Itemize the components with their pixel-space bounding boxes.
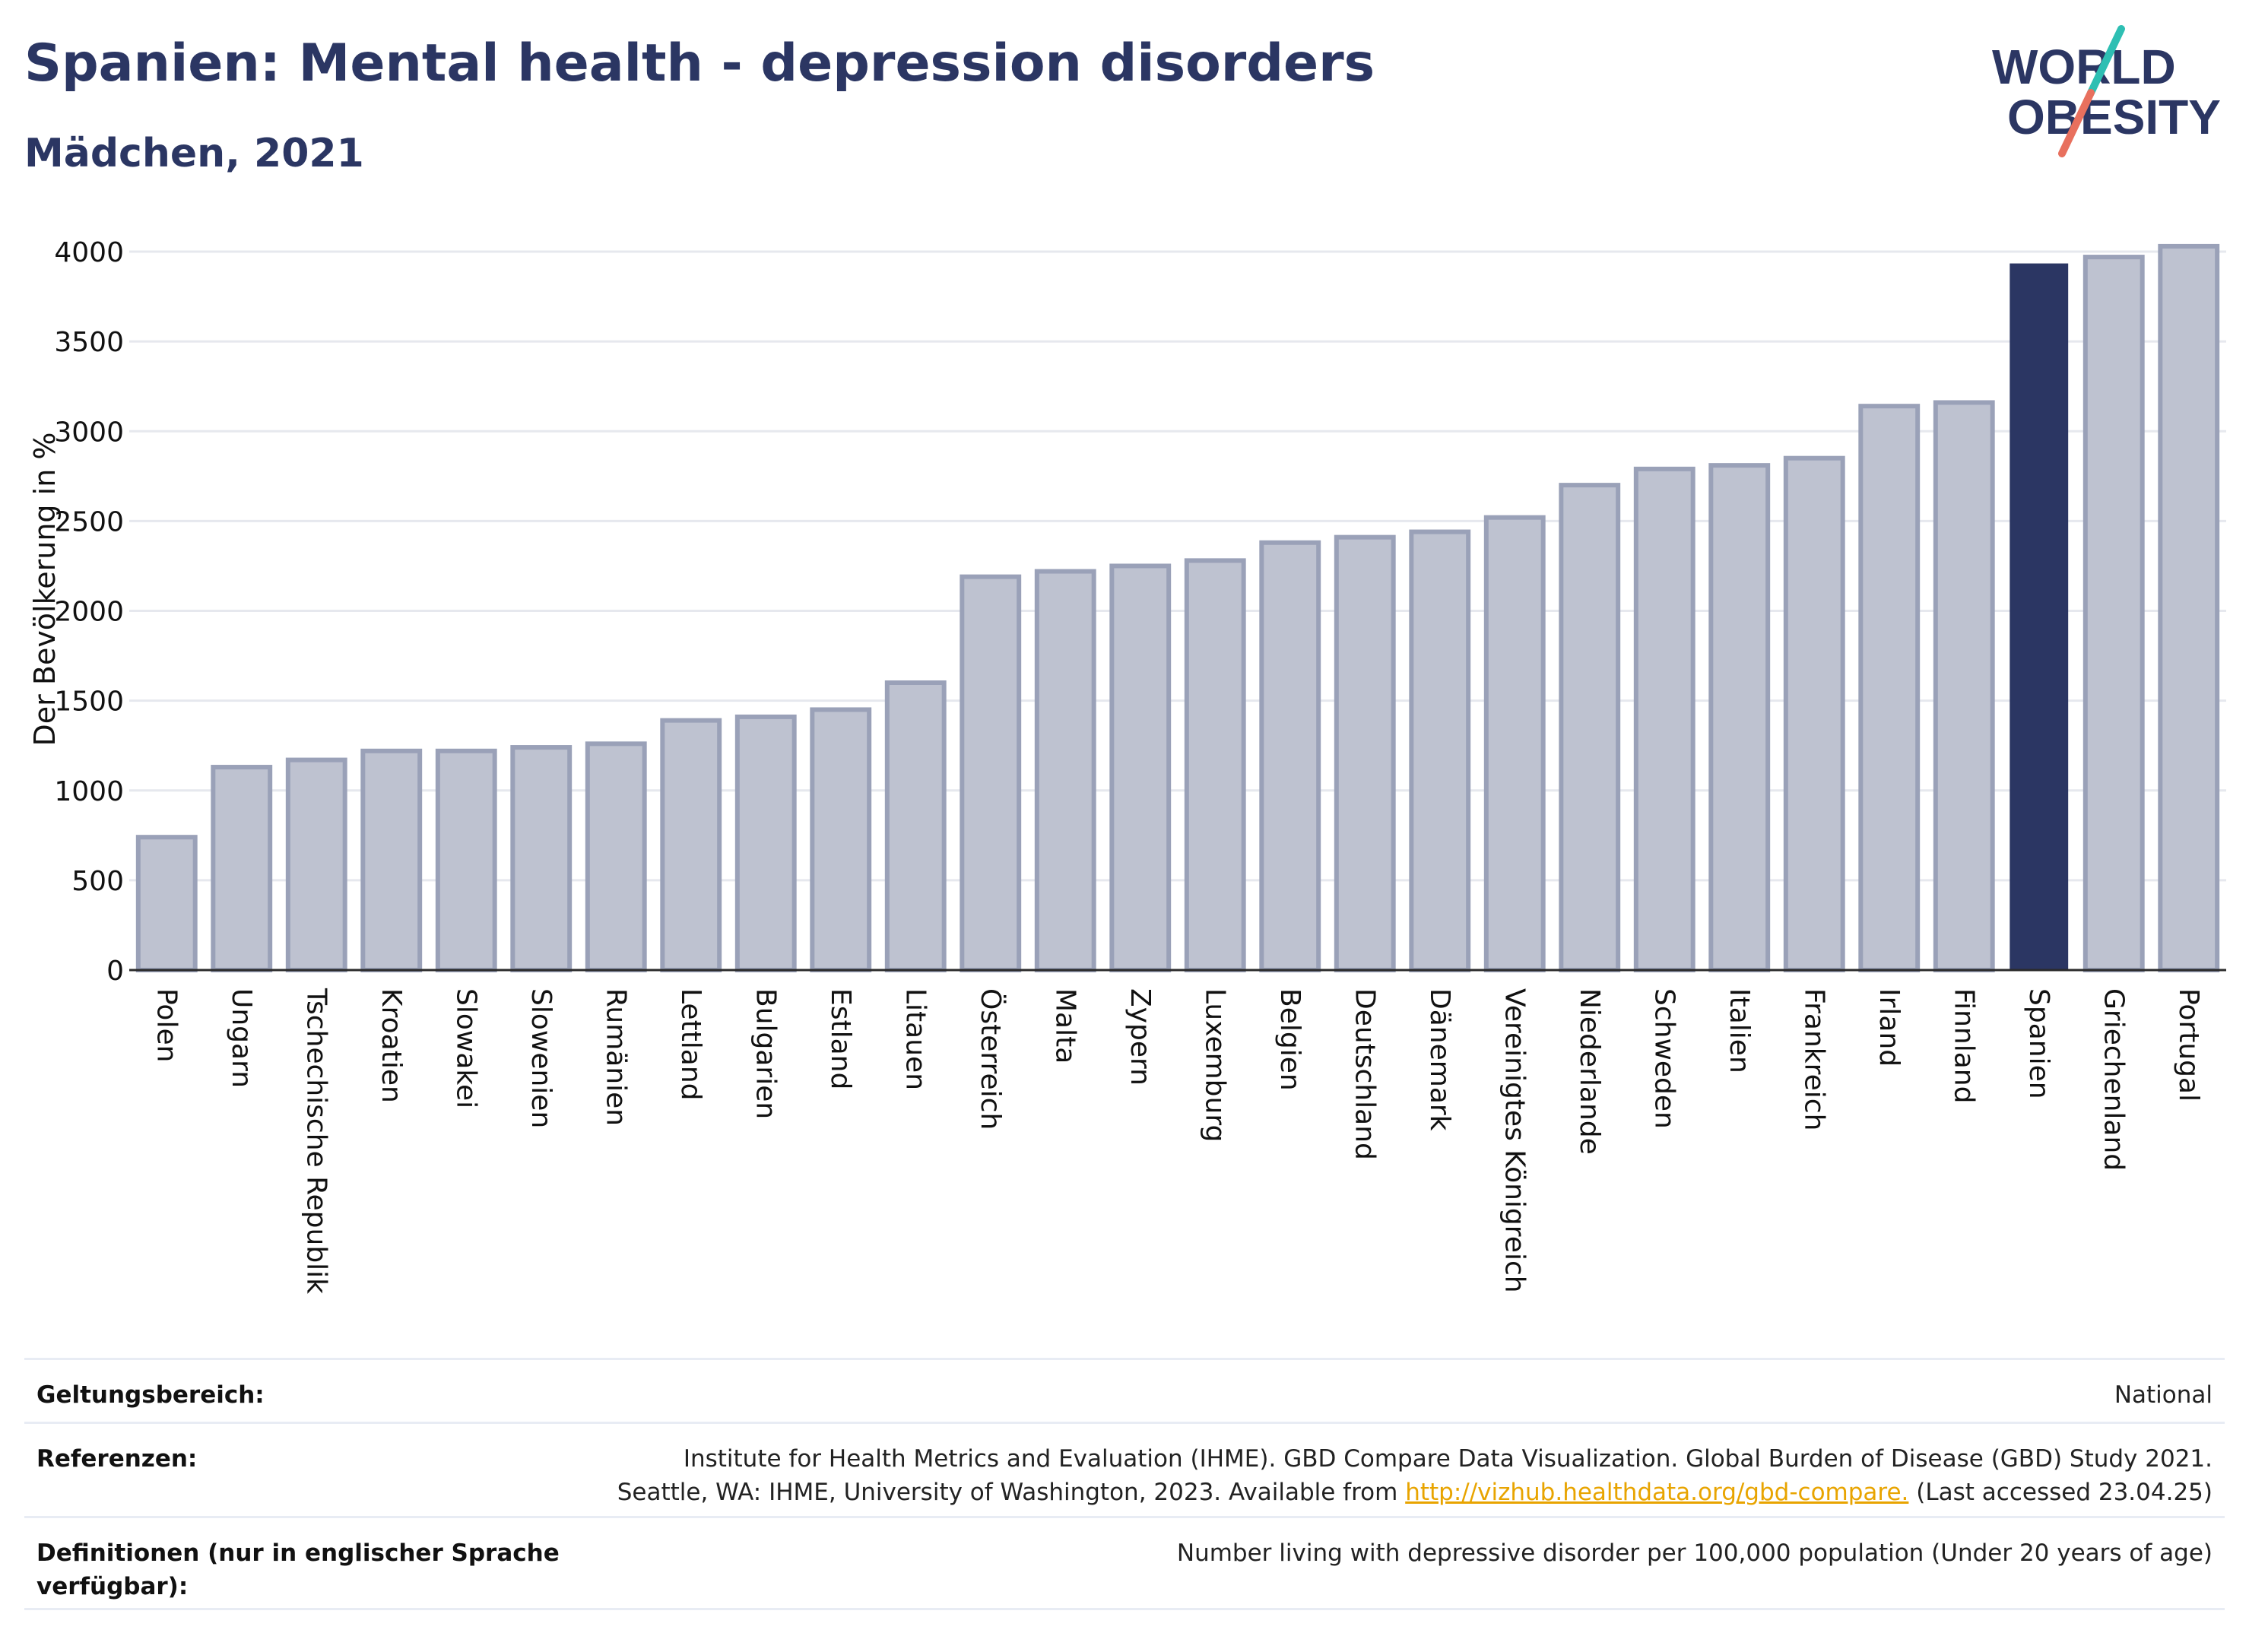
footer-row-scope: Geltungsbereich: National [24,1358,2225,1422]
x-tick-label: Slowakei [450,988,481,1108]
x-tick-label: Kroatien [376,988,407,1103]
footer-row-references: Referenzen: Institute for Health Metrics… [24,1422,2225,1516]
bar-estland [810,707,872,972]
logo-line1: WORLD [1992,40,2176,94]
references-link[interactable]: http://vizhub.healthdata.org/gbd-compare… [1405,1479,1909,1506]
y-tick-label: 1500 [54,686,124,718]
bar-irland [1858,404,1921,972]
world-obesity-logo: WORLD OBESITY [1992,25,2221,157]
references-line1: Institute for Health Metrics and Evaluat… [683,1445,2213,1473]
y-tick-label: 0 [106,956,124,987]
x-tick-label: Dänemark [1424,988,1455,1131]
bar-ungarn [211,765,273,972]
y-tick-labels: 0 500 1000 1500 2000 2500 3000 3500 4000 [54,237,124,987]
y-tick-label: 2000 [54,597,124,628]
scope-label: Geltungsbereich: [36,1381,265,1409]
references-line2-pre: Seattle, WA: IHME, University of Washing… [617,1479,1406,1506]
x-tick-label: Zypern [1124,988,1156,1086]
x-tick-label: Niederlande [1574,988,1605,1155]
footer-table: Geltungsbereich: National Referenzen: In… [24,1358,2225,1610]
bar-griechenland [2082,255,2145,972]
definitions-label: Definitionen (nur in englischer Sprache … [36,1539,560,1600]
y-axis-label: Der Bevölkerung in % [28,433,62,747]
x-tick-label: Belgien [1274,988,1305,1091]
y-tick-label: 2500 [54,506,124,537]
definitions-value: Number living with depressive disorder p… [1176,1539,2213,1567]
bar-kroatien [360,748,423,973]
bar-tschechische-republik [285,757,347,973]
chart-title: Spanien: Mental health - depression diso… [24,33,1375,94]
x-tick-label: Italien [1724,988,1755,1073]
x-tick-label: Rumänien [600,988,631,1126]
x-tick-label: Ungarn [226,988,257,1088]
chart-subtitle: Mädchen, 2021 [24,131,364,176]
bar-bulgarien [734,714,797,972]
bar-österreich [960,574,1022,972]
x-tick-label: Spanien [2023,988,2054,1099]
y-tick-label: 500 [71,866,124,897]
references-label: Referenzen: [36,1445,198,1473]
x-tick-label: Österreich [975,988,1007,1130]
bar-finnland [1933,400,1995,972]
x-tick-label: Vereinigtes Königreich [1499,988,1530,1293]
x-tick-label: Litauen [899,988,931,1090]
x-tick-label: Luxemburg [1199,988,1230,1142]
bar-vereinigtes-königreich [1483,515,1546,972]
bar-lettland [660,718,722,972]
bar-zypern [1109,563,1172,972]
references-value: Institute for Health Metrics and Evaluat… [617,1442,2213,1516]
logo-slash-coral [2058,89,2095,157]
bar-frankreich [1783,455,1845,972]
bar-chart: 0 500 1000 1500 2000 2500 3000 3500 4000 Polen Un… [28,237,2226,1294]
bar-portugal [2158,243,2220,973]
x-tick-label: Malta [1049,988,1080,1064]
bar-litauen [884,680,947,972]
bar-polen [135,835,198,973]
logo-slash-teal [2087,25,2125,97]
x-tick-label: Estland [825,988,856,1089]
y-tick-label: 4000 [54,237,124,268]
bar-spanien [2010,263,2069,972]
footer-row-definitions: Definitionen (nur in englischer Sprache … [24,1516,2225,1610]
bar-dänemark [1409,529,1471,972]
bar-italien [1708,463,1771,972]
x-tick-labels: Polen Ungarn Tschechische Republik Kroatien… [151,988,2204,1294]
bar-luxemburg [1184,558,1246,972]
x-tick-label: Schweden [1648,988,1680,1129]
x-tick-label: Lettland [675,988,706,1101]
bars [135,243,2220,973]
x-tick-label: Portugal [2173,988,2204,1102]
bar-slowakei [435,748,497,973]
bar-rumänien [585,741,647,972]
x-tick-label: Deutschland [1349,988,1380,1160]
y-tick-label: 3000 [54,417,124,448]
bar-deutschland [1334,534,1396,972]
x-tick-label: Finnland [1948,988,1979,1103]
y-tick-label: 1000 [54,776,124,807]
x-tick-label: Tschechische Republik [300,988,331,1294]
x-tick-label: Bulgarien [750,988,781,1119]
bar-belgien [1259,540,1321,972]
x-tick-label: Frankreich [1798,988,1829,1130]
logo-line2: OBESITY [2007,90,2221,144]
bar-schweden [1633,466,1695,972]
bar-niederlande [1559,483,1621,972]
bar-malta [1034,569,1096,972]
x-tick-label: Irland [1873,988,1905,1067]
x-tick-label: Polen [151,988,182,1062]
y-tick-label: 3500 [54,327,124,358]
references-line2-post: (Last accessed 23.04.25) [1908,1479,2213,1506]
x-tick-label: Griechenland [2098,988,2129,1171]
scope-value: National [2114,1381,2213,1409]
bar-slowenien [510,745,573,972]
x-tick-label: Slowenien [525,988,557,1128]
